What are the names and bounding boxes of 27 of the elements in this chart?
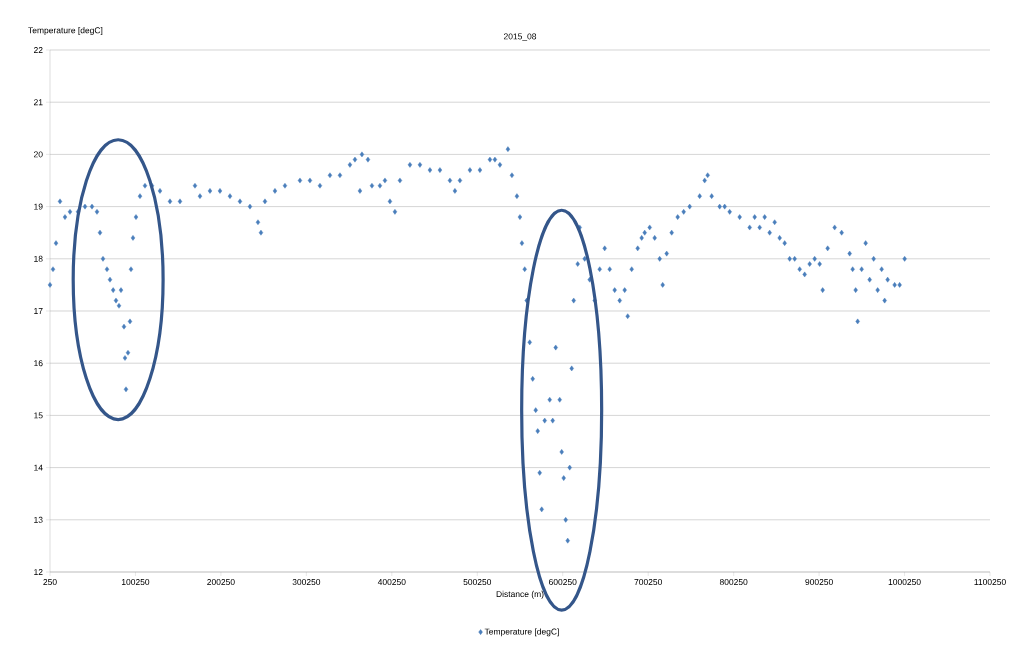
chart-title: 2015_08 <box>503 33 537 41</box>
y-tick-label: 22 <box>33 47 43 53</box>
y-tick-label: 16 <box>34 360 43 367</box>
y-tick-label: 18 <box>34 255 43 262</box>
y-tick-label: 14 <box>34 464 43 471</box>
y-tick-label: 20 <box>33 151 43 158</box>
x-tick-label: 250 <box>43 579 57 586</box>
x-tick-label: 1000250 <box>888 579 921 586</box>
x-axis-title: Distance (m) <box>496 590 544 599</box>
x-tick-label: 300250 <box>292 579 321 586</box>
x-tick-label: 100250 <box>121 579 150 586</box>
y-tick-label: 19 <box>34 203 43 210</box>
x-tick-label: 700250 <box>634 579 662 586</box>
x-tick-label: 500250 <box>463 579 492 586</box>
x-tick-label: 800250 <box>719 579 748 586</box>
x-tick-label: 1100250 <box>974 579 1006 586</box>
y-tick-label: 13 <box>34 516 43 523</box>
x-tick-label: 400250 <box>377 579 406 586</box>
x-tick-label: 900250 <box>805 579 833 586</box>
y-tick-label: 15 <box>34 412 43 419</box>
legend-label: Temperature [degC] <box>484 628 559 637</box>
y-axis-title: Temperature [degC] <box>28 27 103 35</box>
y-tick-label: 21 <box>33 99 43 106</box>
y-tick-label: 12 <box>34 569 43 575</box>
x-tick-label: 600250 <box>549 579 577 586</box>
x-tick-label: 200250 <box>207 579 235 586</box>
y-tick-label: 17 <box>34 308 43 314</box>
